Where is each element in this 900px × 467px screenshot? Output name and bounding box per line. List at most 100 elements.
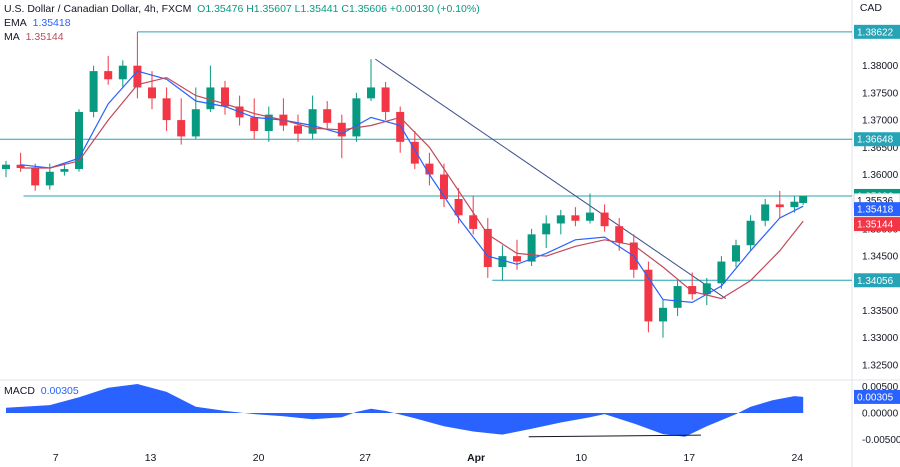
macd-value: 0.00305 bbox=[40, 385, 79, 397]
candle-body bbox=[746, 220, 755, 246]
x-tick-label: 20 bbox=[253, 452, 265, 464]
macd-area bbox=[6, 384, 804, 437]
candle-body bbox=[799, 195, 808, 204]
candle-body bbox=[148, 87, 156, 99]
candle-body bbox=[673, 286, 682, 308]
candle-body bbox=[162, 98, 171, 121]
candle-body bbox=[688, 286, 697, 295]
candle-body bbox=[790, 201, 799, 208]
candle-body bbox=[31, 167, 40, 186]
candle-body bbox=[483, 228, 492, 267]
candle-body bbox=[454, 198, 463, 216]
symbol-title[interactable]: U.S. Dollar / Canadian Dollar, 4h, FXCM bbox=[4, 3, 192, 15]
candle-body bbox=[308, 109, 317, 134]
candle-body bbox=[513, 256, 521, 262]
y-tick-label: 1.37000 bbox=[862, 116, 899, 127]
candle-body bbox=[323, 109, 332, 123]
candle-body bbox=[717, 261, 726, 284]
level-tag-label: 1.34056 bbox=[857, 276, 894, 287]
x-tick-label: 13 bbox=[145, 452, 157, 464]
candle-body bbox=[527, 234, 536, 262]
candle-body bbox=[761, 204, 770, 221]
chart-legend: U.S. Dollar / Canadian Dollar, 4h, FXCM … bbox=[4, 2, 480, 44]
candle-body bbox=[440, 174, 448, 199]
candle-body bbox=[469, 215, 478, 229]
candles bbox=[2, 31, 808, 338]
candle-body bbox=[264, 114, 273, 131]
macd-tick-label: 0.00500 bbox=[862, 382, 899, 393]
candle-body bbox=[60, 169, 69, 172]
price-axis[interactable]: 1.38000 1.37500 1.37000 1.36500 1.36000 1.355… bbox=[853, 24, 900, 446]
trendline bbox=[375, 58, 727, 299]
price-tag-label: 1.35418 bbox=[857, 205, 894, 216]
trendlines bbox=[375, 58, 727, 299]
currency-label: CAD bbox=[859, 2, 882, 14]
candle-body bbox=[221, 87, 229, 107]
x-tick-label: 7 bbox=[53, 452, 59, 464]
candle-body bbox=[16, 164, 25, 168]
ma-value: 1.35144 bbox=[25, 31, 64, 43]
x-tick-label: Apr bbox=[467, 452, 485, 464]
x-tick-label: 10 bbox=[575, 452, 587, 464]
y-tick-label: 1.34500 bbox=[862, 252, 899, 263]
candle-body bbox=[381, 87, 390, 112]
candle-body bbox=[425, 163, 434, 175]
x-tick-label: 27 bbox=[359, 452, 371, 464]
level-tag bbox=[854, 132, 900, 147]
candle-body bbox=[644, 269, 653, 322]
ema-label[interactable]: EMA bbox=[4, 17, 27, 29]
macd-tag-label: 0.00305 bbox=[857, 392, 894, 403]
y-tick-label: 1.37500 bbox=[862, 88, 899, 99]
macd-tick-label: 0.00000 bbox=[862, 409, 899, 420]
level-tag bbox=[854, 273, 900, 288]
macd-pane bbox=[6, 384, 804, 438]
candle-body bbox=[250, 117, 259, 131]
candle-body bbox=[2, 164, 10, 170]
candle-body bbox=[556, 215, 565, 224]
candle-body bbox=[702, 283, 711, 295]
ma-label[interactable]: MA bbox=[4, 31, 20, 43]
macd-legend: MACD 0.00305 bbox=[4, 385, 79, 397]
divergence-line bbox=[528, 434, 701, 438]
candle-body bbox=[191, 109, 200, 137]
macd-label[interactable]: MACD bbox=[4, 385, 35, 397]
y-tick-label: 1.33000 bbox=[862, 333, 899, 344]
horizontal-levels bbox=[0, 31, 852, 281]
macd-tag bbox=[854, 389, 900, 404]
candle-body bbox=[75, 111, 83, 170]
candle-body bbox=[659, 307, 667, 322]
candle-body bbox=[104, 71, 113, 80]
candle-body bbox=[396, 111, 405, 142]
candle-body bbox=[89, 71, 98, 112]
ma-line bbox=[20, 76, 804, 300]
candle-body bbox=[294, 125, 302, 134]
price-tag bbox=[854, 202, 900, 217]
price-tag-label: 1.35536 bbox=[857, 196, 894, 207]
candle-body bbox=[118, 65, 127, 80]
candle-body bbox=[498, 256, 507, 267]
time-axis[interactable]: 7 13 20 27 Apr 10 17 24 bbox=[53, 452, 804, 464]
candle-body bbox=[177, 120, 186, 137]
y-tick-label: 1.36500 bbox=[862, 143, 899, 154]
price-tag-label: 1.35144 bbox=[857, 220, 894, 231]
moving-averages bbox=[20, 70, 804, 304]
candle-body bbox=[45, 171, 54, 186]
candle-body bbox=[775, 204, 784, 208]
x-tick-label: 24 bbox=[791, 452, 803, 464]
candle-body bbox=[615, 226, 624, 243]
y-tick-label: 1.33500 bbox=[862, 306, 899, 317]
ema-value: 1.35418 bbox=[32, 17, 71, 29]
level-tag-label: 1.36648 bbox=[857, 135, 894, 146]
y-tick-label: 1.32500 bbox=[862, 360, 899, 371]
level-tag bbox=[854, 24, 900, 39]
candle-body bbox=[133, 65, 142, 88]
ohlc-values: O1.35476 H1.35607 L1.35441 C1.35606 +0.0… bbox=[197, 3, 480, 15]
candle-body bbox=[542, 223, 551, 235]
y-tick-label: 1.38000 bbox=[862, 61, 899, 72]
candle-body bbox=[367, 87, 375, 99]
candle-body bbox=[732, 245, 740, 262]
candle-body bbox=[586, 212, 594, 221]
candle-body bbox=[571, 215, 580, 221]
